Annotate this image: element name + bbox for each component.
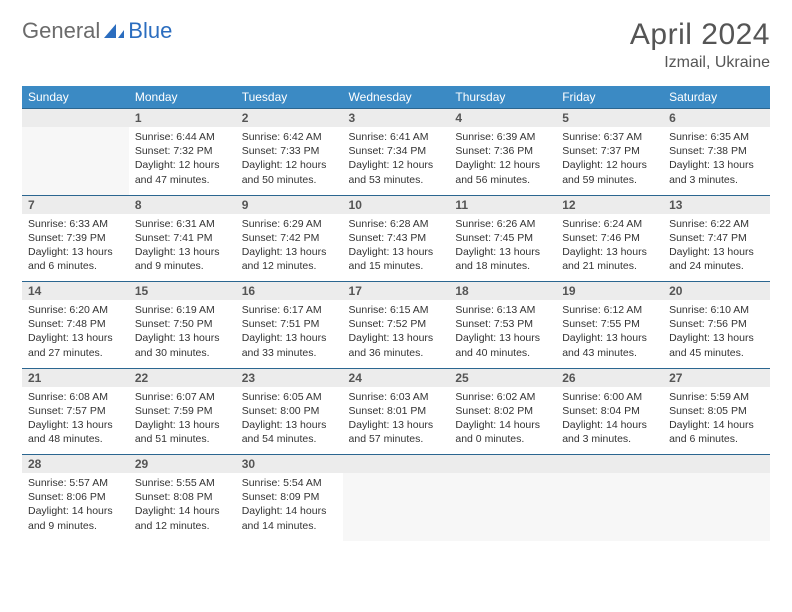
day-number-cell: 17 (343, 282, 450, 301)
day-content-cell: Sunrise: 6:13 AMSunset: 7:53 PMDaylight:… (449, 300, 556, 368)
day-content-cell: Sunrise: 6:17 AMSunset: 7:51 PMDaylight:… (236, 300, 343, 368)
day-content-cell: Sunrise: 6:37 AMSunset: 7:37 PMDaylight:… (556, 127, 663, 195)
weekday-header: Thursday (449, 86, 556, 109)
day-content-cell: Sunrise: 6:05 AMSunset: 8:00 PMDaylight:… (236, 387, 343, 455)
day-content-row: Sunrise: 6:44 AMSunset: 7:32 PMDaylight:… (22, 127, 770, 195)
location: Izmail, Ukraine (630, 54, 770, 72)
day-number-cell: 8 (129, 195, 236, 214)
day-number-row: 282930 (22, 455, 770, 474)
day-number-cell: 13 (663, 195, 770, 214)
day-content-cell: Sunrise: 6:42 AMSunset: 7:33 PMDaylight:… (236, 127, 343, 195)
day-content-cell: Sunrise: 6:03 AMSunset: 8:01 PMDaylight:… (343, 387, 450, 455)
day-content-cell: Sunrise: 6:08 AMSunset: 7:57 PMDaylight:… (22, 387, 129, 455)
day-content-cell (343, 473, 450, 541)
header: General Blue April 2024 Izmail, Ukraine (22, 18, 770, 72)
day-number-cell (556, 455, 663, 474)
day-content-cell: Sunrise: 6:24 AMSunset: 7:46 PMDaylight:… (556, 214, 663, 282)
day-content-cell: Sunrise: 6:00 AMSunset: 8:04 PMDaylight:… (556, 387, 663, 455)
day-content-cell: Sunrise: 6:39 AMSunset: 7:36 PMDaylight:… (449, 127, 556, 195)
day-content-cell: Sunrise: 6:44 AMSunset: 7:32 PMDaylight:… (129, 127, 236, 195)
calendar-table: SundayMondayTuesdayWednesdayThursdayFrid… (22, 86, 770, 541)
day-number-cell: 6 (663, 109, 770, 128)
day-content-row: Sunrise: 5:57 AMSunset: 8:06 PMDaylight:… (22, 473, 770, 541)
day-number-cell: 29 (129, 455, 236, 474)
month-title: April 2024 (630, 18, 770, 52)
day-number-cell: 24 (343, 368, 450, 387)
day-number-cell (22, 109, 129, 128)
day-content-cell (22, 127, 129, 195)
day-number-cell: 14 (22, 282, 129, 301)
day-content-cell: Sunrise: 5:54 AMSunset: 8:09 PMDaylight:… (236, 473, 343, 541)
weekday-header: Friday (556, 86, 663, 109)
day-content-cell: Sunrise: 6:29 AMSunset: 7:42 PMDaylight:… (236, 214, 343, 282)
weekday-header: Wednesday (343, 86, 450, 109)
day-number-cell: 4 (449, 109, 556, 128)
day-number-cell: 10 (343, 195, 450, 214)
day-number-cell: 22 (129, 368, 236, 387)
day-number-cell: 30 (236, 455, 343, 474)
logo-text-general: General (22, 18, 100, 44)
day-number-row: 21222324252627 (22, 368, 770, 387)
day-number-cell: 16 (236, 282, 343, 301)
day-content-cell: Sunrise: 6:33 AMSunset: 7:39 PMDaylight:… (22, 214, 129, 282)
day-number-cell: 5 (556, 109, 663, 128)
day-content-cell: Sunrise: 6:35 AMSunset: 7:38 PMDaylight:… (663, 127, 770, 195)
day-number-cell: 2 (236, 109, 343, 128)
day-number-cell (663, 455, 770, 474)
day-number-cell: 27 (663, 368, 770, 387)
day-content-cell: Sunrise: 5:57 AMSunset: 8:06 PMDaylight:… (22, 473, 129, 541)
day-number-row: 78910111213 (22, 195, 770, 214)
title-block: April 2024 Izmail, Ukraine (630, 18, 770, 72)
day-number-cell: 15 (129, 282, 236, 301)
day-number-cell: 28 (22, 455, 129, 474)
day-number-cell: 18 (449, 282, 556, 301)
day-number-cell: 11 (449, 195, 556, 214)
day-content-cell: Sunrise: 6:22 AMSunset: 7:47 PMDaylight:… (663, 214, 770, 282)
weekday-header: Tuesday (236, 86, 343, 109)
day-number-cell: 12 (556, 195, 663, 214)
day-number-cell: 9 (236, 195, 343, 214)
day-number-row: 14151617181920 (22, 282, 770, 301)
day-content-cell: Sunrise: 6:41 AMSunset: 7:34 PMDaylight:… (343, 127, 450, 195)
weekday-header: Sunday (22, 86, 129, 109)
day-content-cell: Sunrise: 5:59 AMSunset: 8:05 PMDaylight:… (663, 387, 770, 455)
day-content-cell: Sunrise: 6:20 AMSunset: 7:48 PMDaylight:… (22, 300, 129, 368)
day-content-cell (449, 473, 556, 541)
day-number-cell: 1 (129, 109, 236, 128)
day-number-cell: 7 (22, 195, 129, 214)
weekday-header-row: SundayMondayTuesdayWednesdayThursdayFrid… (22, 86, 770, 109)
day-content-row: Sunrise: 6:20 AMSunset: 7:48 PMDaylight:… (22, 300, 770, 368)
day-content-cell: Sunrise: 5:55 AMSunset: 8:08 PMDaylight:… (129, 473, 236, 541)
day-content-cell: Sunrise: 6:07 AMSunset: 7:59 PMDaylight:… (129, 387, 236, 455)
day-content-cell: Sunrise: 6:28 AMSunset: 7:43 PMDaylight:… (343, 214, 450, 282)
day-content-cell (663, 473, 770, 541)
day-number-cell: 23 (236, 368, 343, 387)
day-number-row: 123456 (22, 109, 770, 128)
day-content-cell: Sunrise: 6:15 AMSunset: 7:52 PMDaylight:… (343, 300, 450, 368)
day-content-row: Sunrise: 6:33 AMSunset: 7:39 PMDaylight:… (22, 214, 770, 282)
day-number-cell: 19 (556, 282, 663, 301)
day-number-cell: 25 (449, 368, 556, 387)
day-number-cell: 26 (556, 368, 663, 387)
day-number-cell: 3 (343, 109, 450, 128)
day-number-cell: 20 (663, 282, 770, 301)
logo-text-blue: Blue (128, 18, 172, 44)
day-number-cell (343, 455, 450, 474)
day-content-cell: Sunrise: 6:31 AMSunset: 7:41 PMDaylight:… (129, 214, 236, 282)
day-number-cell (449, 455, 556, 474)
day-content-cell: Sunrise: 6:19 AMSunset: 7:50 PMDaylight:… (129, 300, 236, 368)
weekday-header: Monday (129, 86, 236, 109)
day-content-row: Sunrise: 6:08 AMSunset: 7:57 PMDaylight:… (22, 387, 770, 455)
logo-sail-icon (102, 22, 126, 40)
day-content-cell (556, 473, 663, 541)
day-content-cell: Sunrise: 6:26 AMSunset: 7:45 PMDaylight:… (449, 214, 556, 282)
day-content-cell: Sunrise: 6:10 AMSunset: 7:56 PMDaylight:… (663, 300, 770, 368)
day-number-cell: 21 (22, 368, 129, 387)
day-content-cell: Sunrise: 6:02 AMSunset: 8:02 PMDaylight:… (449, 387, 556, 455)
weekday-header: Saturday (663, 86, 770, 109)
logo: General Blue (22, 18, 172, 44)
day-content-cell: Sunrise: 6:12 AMSunset: 7:55 PMDaylight:… (556, 300, 663, 368)
